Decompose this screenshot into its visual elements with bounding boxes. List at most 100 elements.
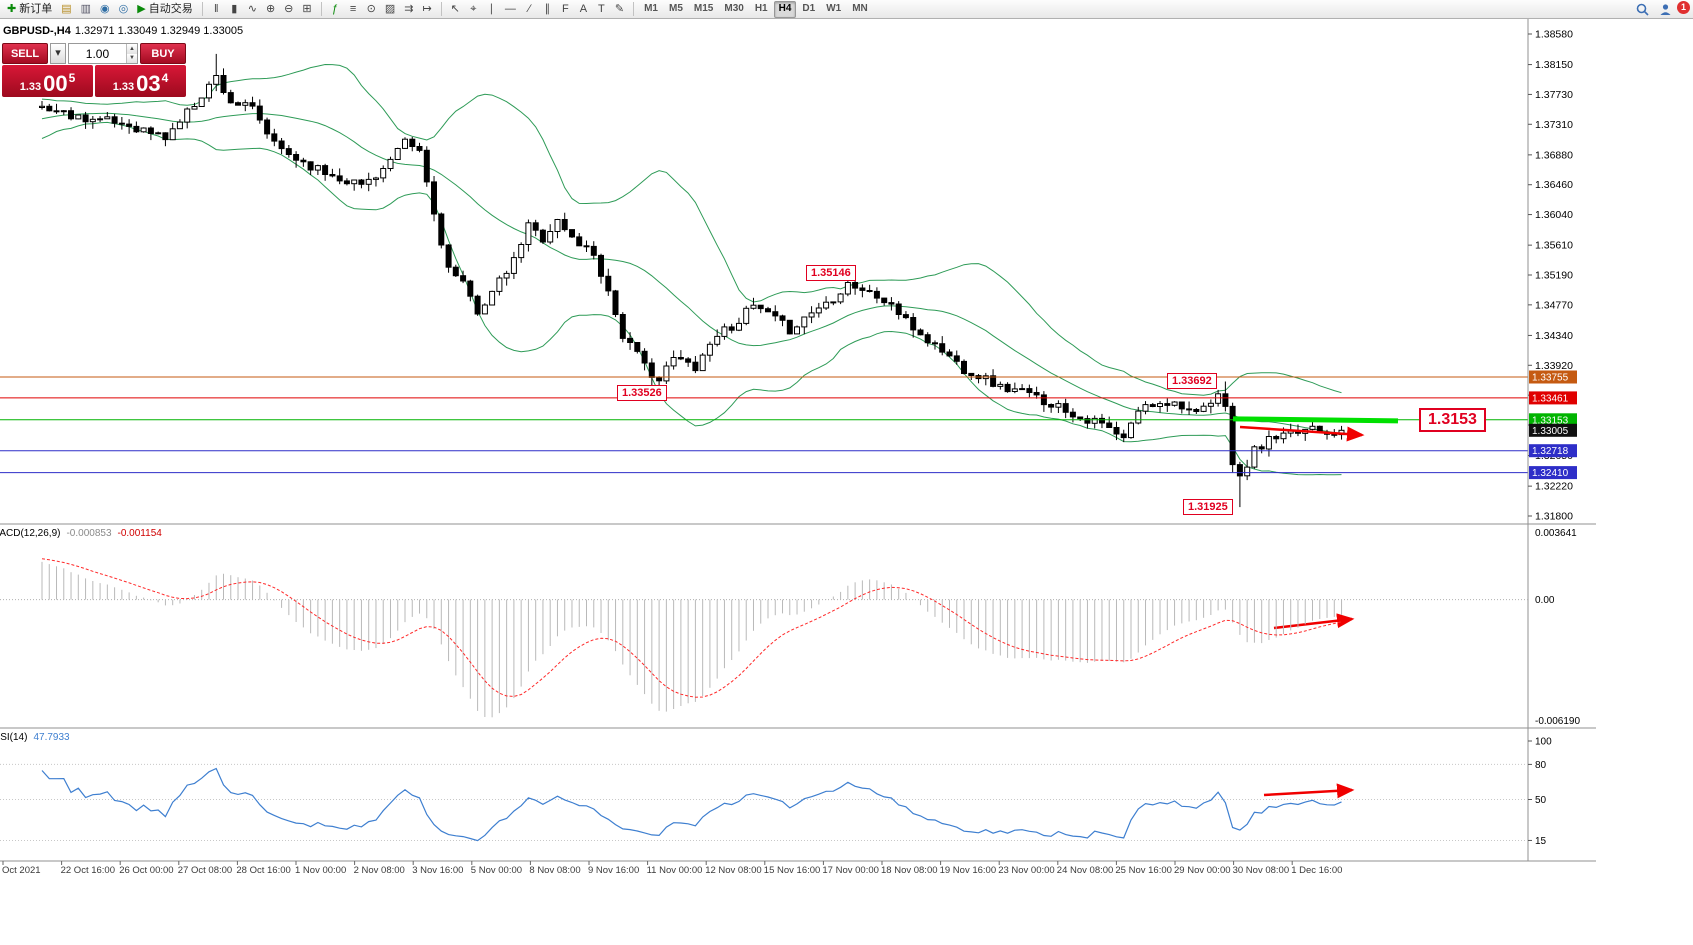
- svg-text:1.37310: 1.37310: [1535, 119, 1573, 131]
- vertical-line-tool-icon[interactable]: ∣: [488, 2, 495, 15]
- svg-text:22 Oct 16:00: 22 Oct 16:00: [61, 865, 115, 876]
- svg-text:1.36460: 1.36460: [1535, 179, 1573, 191]
- svg-text:28 Oct 16:00: 28 Oct 16:00: [236, 865, 290, 876]
- tf-h1-button[interactable]: H1: [754, 3, 768, 14]
- print-icon[interactable]: ▥: [80, 2, 92, 15]
- toolbar-separator: [633, 2, 635, 16]
- svg-text:26 Oct 00:00: 26 Oct 00:00: [119, 865, 173, 876]
- buy-button[interactable]: BUY: [140, 43, 186, 64]
- tf-w1-button[interactable]: W1: [826, 3, 842, 14]
- new-order-label: 新订单: [19, 2, 53, 15]
- svg-text:1.31800: 1.31800: [1535, 511, 1573, 523]
- auto-scroll-icon[interactable]: ⇉: [404, 2, 414, 15]
- fibonacci-tool-icon[interactable]: F: [562, 2, 569, 15]
- ohlc-values: 1.32971 1.33049 1.32949 1.33005: [74, 25, 244, 37]
- trendline-tool-icon[interactable]: ∕: [528, 2, 531, 15]
- price-label-1-33692[interactable]: 1.33692: [1167, 373, 1217, 389]
- tf-h4-button[interactable]: H4: [773, 0, 797, 18]
- notification-badge[interactable]: 1: [1677, 0, 1690, 14]
- svg-text:1.34340: 1.34340: [1535, 330, 1573, 342]
- svg-text:25 Nov 16:00: 25 Nov 16:00: [1115, 865, 1172, 876]
- svg-text:Oct 2021: Oct 2021: [2, 865, 41, 876]
- text-tool-icon[interactable]: A: [579, 2, 588, 15]
- autotrading-label: 自动交易: [148, 2, 193, 15]
- svg-text:1.33461: 1.33461: [1532, 393, 1569, 404]
- svg-text:1.34770: 1.34770: [1535, 299, 1573, 311]
- sell-price-pip: 5: [68, 71, 76, 85]
- svg-text:1.33920: 1.33920: [1535, 360, 1573, 372]
- sell-button[interactable]: SELL: [2, 43, 48, 64]
- autotrading-play-icon: ▶: [137, 2, 146, 15]
- bar-chart-icon[interactable]: ‖: [213, 2, 219, 15]
- tf-m5-button[interactable]: M5: [669, 3, 683, 14]
- refresh-icon[interactable]: ◎: [118, 2, 129, 15]
- tf-mn-button[interactable]: MN: [852, 3, 868, 14]
- rsi-value: 47.7933: [33, 732, 70, 743]
- svg-text:30 Nov 08:00: 30 Nov 08:00: [1233, 865, 1290, 876]
- tf-m15-button[interactable]: M15: [693, 3, 714, 14]
- volume-stepper: ▲ ▼: [125, 44, 137, 63]
- svg-text:24 Nov 08:00: 24 Nov 08:00: [1057, 865, 1114, 876]
- svg-text:1.32220: 1.32220: [1535, 481, 1573, 493]
- new-order-button[interactable]: ✚ 新订单: [3, 1, 56, 18]
- svg-text:3 Nov 16:00: 3 Nov 16:00: [412, 865, 463, 876]
- svg-text:11 Nov 00:00: 11 Nov 00:00: [647, 865, 703, 876]
- channel-tool-icon[interactable]: ∥: [544, 2, 551, 15]
- sell-price-panel[interactable]: 1.33 00 5: [2, 65, 93, 97]
- zoom-out-icon[interactable]: ⊖: [284, 2, 294, 15]
- volume-box: ▲ ▼: [68, 43, 138, 64]
- indicators-icon[interactable]: ƒ: [332, 2, 339, 15]
- svg-text:5 Nov 00:00: 5 Nov 00:00: [471, 865, 522, 876]
- timeframes-icon[interactable]: ⊙: [366, 2, 376, 15]
- tf-d1-button[interactable]: D1: [802, 3, 816, 14]
- autotrading-button[interactable]: ▶ 自动交易: [133, 1, 196, 18]
- one-click-trading-widget: SELL ▾ ▲ ▼ BUY 1.33 00 5 1.33 03: [2, 43, 186, 97]
- volume-input[interactable]: [69, 44, 126, 63]
- new-order-icon: ✚: [7, 2, 17, 15]
- cursor-tool-icon[interactable]: ↖: [450, 2, 460, 15]
- price-label-1-31925[interactable]: 1.31925: [1183, 499, 1233, 515]
- svg-text:0.003641: 0.003641: [1535, 528, 1577, 539]
- volume-step-down-icon[interactable]: ▼: [126, 53, 137, 63]
- toolbar-separator: [440, 2, 442, 16]
- data-window-icon[interactable]: ◉: [100, 2, 110, 15]
- crosshair-tool-icon[interactable]: ⌖: [470, 2, 477, 15]
- label-tool-icon[interactable]: T: [598, 2, 605, 15]
- svg-text:23 Nov 00:00: 23 Nov 00:00: [998, 865, 1055, 876]
- templates-icon[interactable]: ▨: [384, 2, 396, 15]
- macd-signal-value: -0.001154: [117, 528, 162, 539]
- price-target-label[interactable]: 1.3153: [1419, 408, 1486, 432]
- buy-price-pip: 4: [161, 71, 169, 85]
- candlestick-chart-icon[interactable]: ▮: [231, 2, 238, 15]
- chart-canvas[interactable]: 1.38580 1.38150 1.37730 1.37310 1.36880 1.364…: [0, 19, 1693, 945]
- zoom-in-icon[interactable]: ⊕: [265, 2, 276, 15]
- profile-icon[interactable]: [1655, 1, 1676, 18]
- charts-profile-icon[interactable]: ▤: [61, 2, 72, 15]
- objects-list-icon[interactable]: ≡: [349, 2, 357, 15]
- buy-price-panel[interactable]: 1.33 03 4: [95, 65, 186, 97]
- svg-text:1.37730: 1.37730: [1535, 89, 1573, 101]
- tf-m30-button[interactable]: M30: [724, 3, 744, 14]
- volume-dropdown-button[interactable]: ▾: [50, 43, 66, 64]
- tf-m1-button[interactable]: M1: [644, 3, 658, 14]
- arrows-tool-icon[interactable]: ✎: [614, 2, 625, 15]
- svg-text:100: 100: [1535, 737, 1552, 748]
- rsi-label: RSI(14) 47.7933: [0, 732, 70, 743]
- svg-text:0.00: 0.00: [1535, 595, 1555, 606]
- svg-text:29 Nov 00:00: 29 Nov 00:00: [1174, 865, 1231, 876]
- svg-text:1.32410: 1.32410: [1532, 468, 1569, 479]
- horizontal-line-tool-icon[interactable]: ―: [504, 2, 516, 15]
- volume-step-up-icon[interactable]: ▲: [126, 44, 137, 54]
- symbol-label: GBPUSD-,H4: [3, 25, 71, 37]
- price-label-1-35146[interactable]: 1.35146: [806, 265, 856, 281]
- svg-text:1 Nov 00:00: 1 Nov 00:00: [295, 865, 346, 876]
- svg-text:1.33153: 1.33153: [1532, 415, 1569, 426]
- svg-text:15: 15: [1535, 836, 1547, 847]
- line-chart-icon[interactable]: ∿: [247, 2, 257, 15]
- tile-windows-icon[interactable]: ⊞: [302, 2, 312, 15]
- sell-price-big: 00: [43, 71, 68, 97]
- search-icon[interactable]: [1632, 1, 1653, 18]
- chart-shift-icon[interactable]: ↦: [422, 2, 432, 15]
- price-label-1-33526[interactable]: 1.33526: [617, 385, 667, 401]
- svg-text:19 Nov 16:00: 19 Nov 16:00: [940, 865, 997, 876]
